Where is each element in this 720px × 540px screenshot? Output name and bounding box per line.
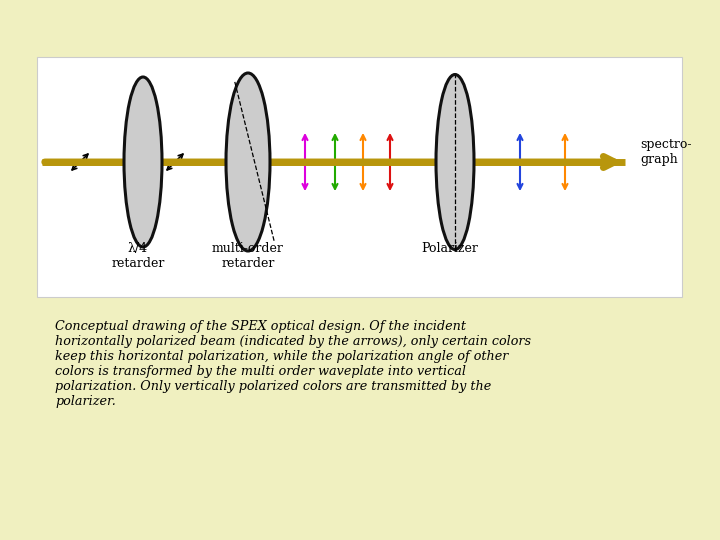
- Ellipse shape: [436, 75, 474, 249]
- Text: spectro-
graph: spectro- graph: [640, 138, 691, 166]
- FancyBboxPatch shape: [37, 57, 682, 297]
- Ellipse shape: [124, 77, 162, 247]
- Text: Conceptual drawing of the SPEX optical design. Of the incident
horizontally pola: Conceptual drawing of the SPEX optical d…: [55, 320, 531, 408]
- Text: λ/4
retarder: λ/4 retarder: [112, 242, 165, 270]
- Ellipse shape: [226, 73, 270, 251]
- Text: Polarizer: Polarizer: [422, 242, 478, 255]
- Text: multi-order
retarder: multi-order retarder: [212, 242, 284, 270]
